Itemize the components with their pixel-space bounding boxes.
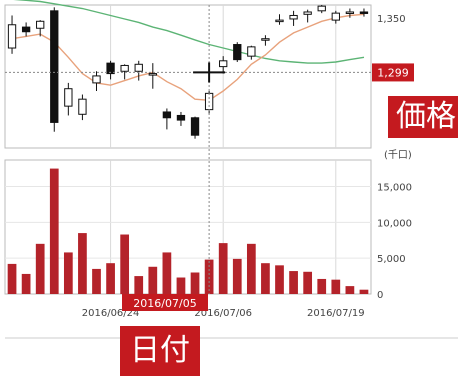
x-tick-label: 2016/07/06: [194, 308, 252, 319]
volume-bar: [162, 252, 172, 294]
y-tick-label: 1,350: [377, 14, 406, 25]
volume-bar: [49, 168, 59, 294]
volume-bar: [261, 263, 270, 294]
candle-body: [261, 38, 270, 41]
volume-bar: [232, 258, 242, 294]
price-panel-frame: [4, 4, 372, 149]
volume-bar: [246, 243, 256, 294]
volume-bar: [204, 259, 214, 294]
candle-body: [345, 11, 355, 14]
volume-bar: [218, 243, 228, 294]
crosshair-price-tag: [372, 63, 414, 82]
candle-body: [219, 60, 228, 68]
candle-body: [106, 62, 115, 75]
candle-body: [275, 19, 284, 23]
moving-average-long-line: [13, 0, 365, 64]
volume-tick-label: 0: [377, 290, 383, 301]
volume-tick-label: 5,000: [377, 254, 406, 265]
volume-bar: [106, 263, 115, 294]
crosshair-date-label: 2016/07/05: [133, 297, 196, 310]
candle-body: [64, 88, 73, 107]
volume-bar: [92, 268, 101, 294]
candle-body: [317, 5, 326, 12]
candle-body: [78, 98, 87, 115]
candle-body: [36, 20, 45, 29]
candle-body: [331, 12, 340, 21]
volume-bar: [190, 272, 200, 294]
date-axis-label: 日付: [120, 326, 200, 376]
candle-body: [233, 44, 242, 61]
volume-bar: [7, 263, 17, 294]
volume-bar: [331, 279, 341, 294]
candle-body: [162, 111, 172, 119]
candle-body: [50, 10, 59, 123]
moving-average-short-line: [11, 13, 365, 102]
volume-unit-label: (千口): [384, 149, 412, 161]
volume-bar: [303, 271, 313, 294]
candle-body: [7, 24, 17, 49]
volume-bar: [63, 252, 73, 294]
volume-bar: [35, 243, 45, 294]
candle-body: [289, 14, 298, 20]
candle-body: [21, 26, 31, 33]
volume-panel-frame: [4, 159, 372, 295]
candle-body: [190, 117, 200, 136]
price-axis-label: 価格: [388, 96, 458, 138]
volume-bar: [78, 233, 87, 294]
candle-body: [134, 63, 143, 72]
candle-body: [303, 11, 312, 15]
volume-bar: [134, 276, 144, 294]
candle-body: [148, 73, 157, 76]
x-tick-label: 2016/07/19: [307, 308, 365, 319]
volume-bar: [120, 234, 130, 294]
volume-bar: [345, 286, 355, 294]
volume-bar: [176, 277, 186, 294]
volume-bar: [21, 273, 31, 294]
volume-bar: [359, 289, 369, 294]
candle-body: [176, 114, 186, 121]
crosshair-date-tag: [122, 294, 208, 311]
x-tick-label: 2016/06/24: [82, 308, 140, 319]
candle-body: [120, 64, 129, 72]
volume-bar: [275, 265, 284, 294]
crosshair-price-label: 1,299: [377, 66, 409, 79]
volume-tick-label: 15,000: [377, 183, 412, 194]
candle-body: [247, 46, 256, 57]
volume-bar: [317, 278, 327, 294]
volume-bar: [289, 271, 298, 294]
candle-body: [92, 75, 101, 84]
candle-body: [359, 11, 369, 14]
volume-bar: [148, 266, 158, 294]
volume-tick-label: 10,000: [377, 218, 412, 229]
